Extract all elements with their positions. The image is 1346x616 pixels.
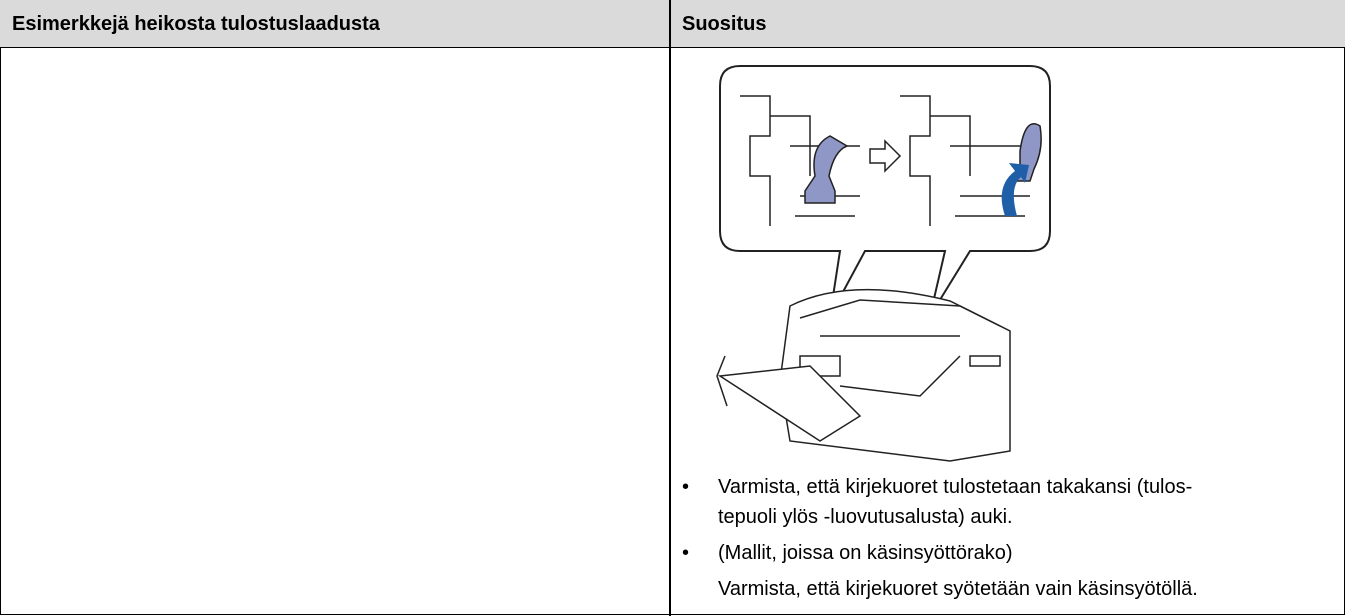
bullet-text: tepuoli ylös -luovutusalusta) auki. [718,506,1013,528]
header-text: Esimerkkejä heikosta tulostuslaadusta [12,13,380,35]
bullet-dot: • [682,476,690,498]
header-cell: Suositus [670,0,1345,48]
header-text: Suositus [682,13,767,35]
bullet-dot: • [682,542,690,564]
bullet-text: (Mallit, joissa on käsinsyöttörako) [718,542,1013,564]
bullet-note: Varmista, että kirjekuoret syötetään vai… [718,578,1198,600]
header-cell: Esimerkkejä heikosta tulostuslaadusta [0,0,670,48]
illustration [716,65,1051,462]
column-divider [669,0,671,616]
bullet-text: Varmista, että kirjekuoret tulostetaan t… [718,476,1193,498]
